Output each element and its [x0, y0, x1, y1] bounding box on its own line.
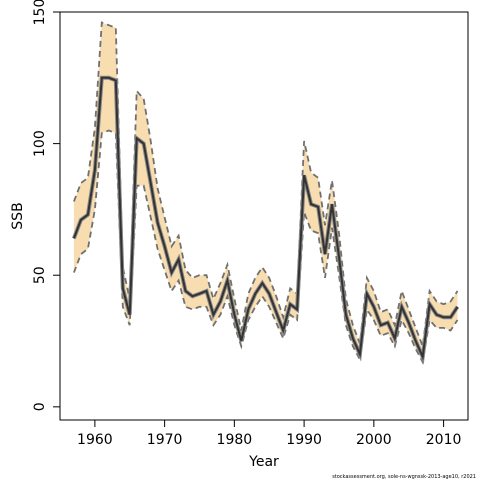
confidence-band-layer [73, 21, 459, 365]
y-axis-label: SSB [10, 202, 26, 229]
confidence-band-area [73, 22, 458, 363]
plot-frame [59, 11, 469, 421]
axis-layer: 1960 1970 1980 1990 2000 2010 0 50 100 150 [32, 0, 461, 448]
x-tick-label: 2000 [356, 432, 392, 448]
lower-bound-line [73, 129, 459, 365]
ssb-estimate-line [72, 76, 459, 361]
x-axis-label: Year [248, 454, 279, 470]
upper-bound-line [73, 21, 459, 347]
x-tick-label: 2010 [426, 432, 462, 448]
x-tick-label: 1990 [286, 432, 322, 448]
y-tick-label: 0 [32, 402, 48, 411]
x-tick-label: 1980 [217, 432, 253, 448]
estimate-line-layer [72, 75, 460, 365]
source-note: stockassessment.org, sole-ns-wgnssk-2013… [332, 474, 476, 480]
x-tick-label: 1970 [147, 432, 183, 448]
y-tick-label: 150 [32, 0, 48, 25]
y-tick-label: 50 [32, 266, 48, 284]
y-tick-label: 100 [32, 130, 48, 157]
x-tick-label: 1960 [77, 432, 113, 448]
